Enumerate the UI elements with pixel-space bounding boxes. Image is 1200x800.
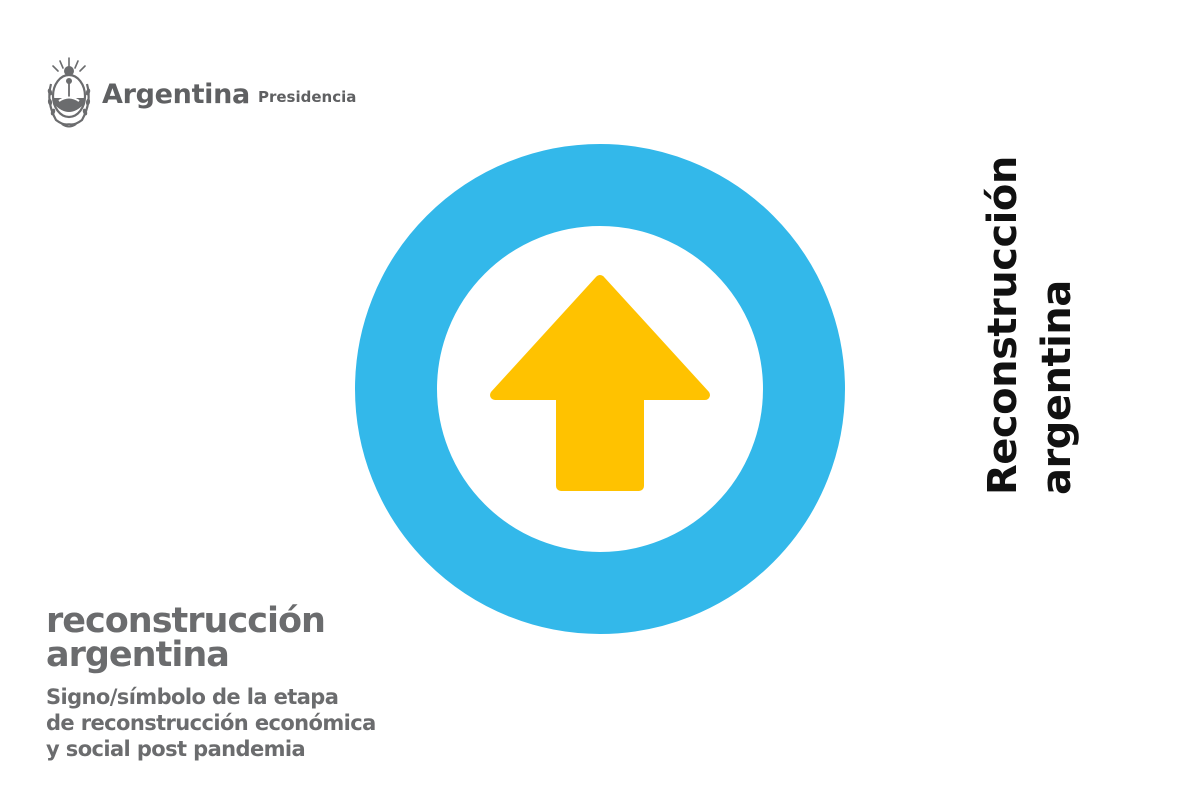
caption-title-line1: reconstrucción [46,601,326,641]
vertical-title: Reconstrucción argentina [976,145,1084,495]
brand-subtitle: Presidencia [257,88,357,106]
brand-name: Argentina [102,78,250,110]
vertical-title-line1: Reconstrucción [980,156,1026,495]
reconstruction-emblem [355,144,845,634]
vertical-title-line2: argentina [1034,280,1080,495]
emblem-ring [355,144,845,634]
caption-description: Signo/símbolo de la etapa de reconstrucc… [46,684,446,762]
up-arrow-icon [490,275,710,491]
presidencia-logo: Argentina Presidencia [44,54,356,130]
argentina-coat-of-arms-icon [47,57,91,128]
caption-desc-line2: de reconstrucción económica [46,711,376,735]
caption-title-line2: argentina [46,635,230,675]
caption-desc-line3: y social post pandemia [46,737,306,761]
caption-desc-line1: Signo/símbolo de la etapa [46,685,339,709]
caption: reconstrucción argentina Signo/símbolo d… [46,604,446,762]
caption-title: reconstrucción argentina [46,601,446,675]
